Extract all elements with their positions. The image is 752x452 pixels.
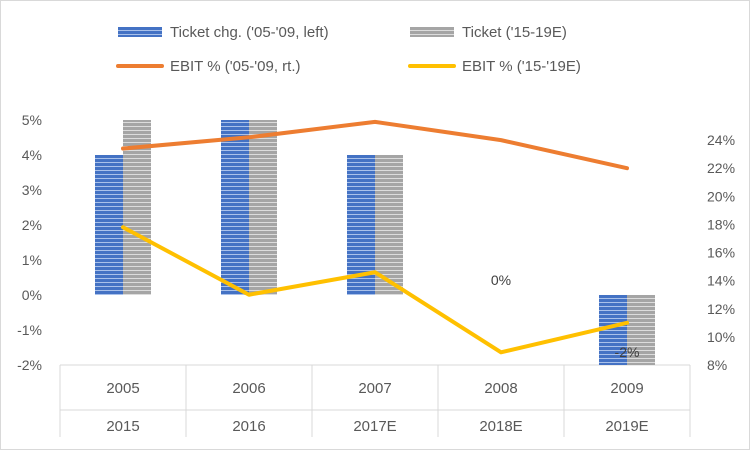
bar-ticket-15-19e [375, 155, 403, 295]
y-right-tick-label: 12% [707, 301, 735, 317]
x-tick-label-secondary: 2017E [353, 418, 396, 435]
legend-label: EBIT % ('15-'19E) [462, 58, 581, 75]
legend-swatch-ticket-chg-05-09-left [118, 27, 162, 37]
y-right-tick-label: 10% [707, 329, 735, 345]
y-right-tick-label: 8% [707, 357, 727, 373]
data-labels: 0% -2% [491, 272, 640, 360]
line-ebit-15-19e [121, 225, 629, 355]
y-right-tick-label: 24% [707, 132, 735, 148]
data-label: 0% [491, 272, 511, 288]
data-label: -2% [615, 344, 640, 360]
y-right-tick-label: 18% [707, 216, 735, 232]
y-left-tick-label: -1% [17, 322, 42, 338]
legend: Ticket chg. ('05-'09, left) Ticket ('15-1… [116, 24, 581, 75]
x-tick-label-secondary: 2018E [479, 418, 522, 435]
y-left-tick-label: 0% [22, 287, 42, 303]
y-left-tick-label: 5% [22, 112, 42, 128]
bars [95, 120, 655, 365]
y-left-tick-label: 3% [22, 182, 42, 198]
y-left-tick-label: 2% [22, 217, 42, 233]
x-tick-label-primary: 2005 [106, 380, 139, 397]
y-right-tick-label: 16% [707, 245, 735, 261]
y-right-tick-label: 22% [707, 160, 735, 176]
x-tick-label-primary: 2009 [610, 380, 643, 397]
y-right-tick-label: 20% [707, 188, 735, 204]
legend-label: EBIT % ('05-'09, rt.) [170, 58, 301, 75]
y-left-tick-label: -2% [17, 357, 42, 373]
bar-ticket-chg-05-09-left [221, 120, 249, 295]
legend-label: Ticket ('15-19E) [462, 24, 567, 41]
y-left-tick-label: 1% [22, 252, 42, 268]
x-tick-label-secondary: 2019E [605, 418, 648, 435]
axes: -2% -1% 0% 1% 2% 3% 4% 5% 8% 10% 12% 14% 16% 18% 20% 22… [17, 112, 735, 437]
x-tick-label-secondary: 2016 [232, 418, 265, 435]
bar-ticket-15-19e [249, 120, 277, 295]
x-tick-label-primary: 2007 [358, 380, 391, 397]
x-tick-label-primary: 2006 [232, 380, 265, 397]
y-right-tick-label: 14% [707, 273, 735, 289]
line-ebit-05-09-rt [121, 119, 629, 171]
legend-label: Ticket chg. ('05-'09, left) [170, 24, 329, 41]
lines [121, 119, 629, 355]
y-left-tick-label: 4% [22, 147, 42, 163]
x-tick-label-secondary: 2015 [106, 418, 139, 435]
bar-ticket-chg-05-09-left [95, 155, 123, 295]
legend-swatch-ticket-15-19e [410, 27, 454, 37]
x-tick-label-primary: 2008 [484, 380, 517, 397]
bar-ticket-15-19e [627, 295, 655, 365]
